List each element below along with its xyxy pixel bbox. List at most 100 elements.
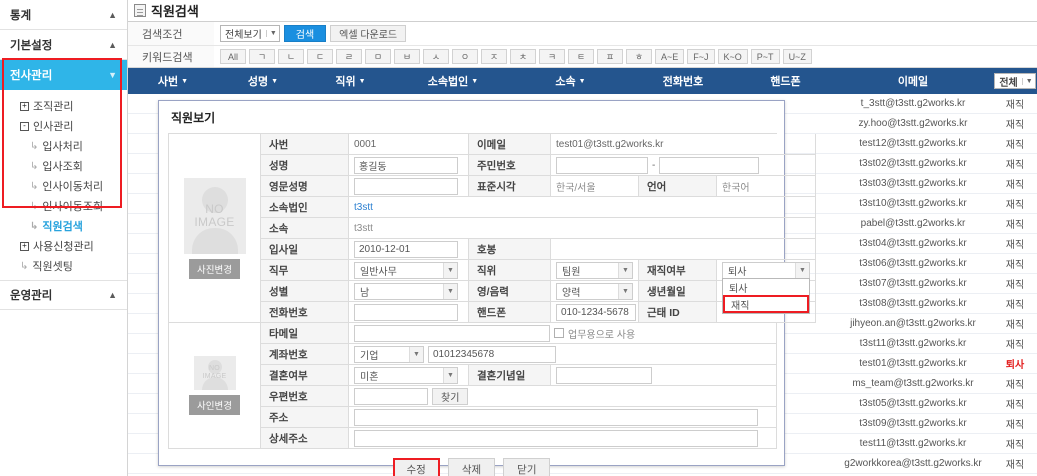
employment-status-select[interactable]: 퇴사 ▼ bbox=[722, 261, 810, 279]
keyword-button-[interactable]: ㅎ bbox=[626, 49, 652, 64]
signature-change-button[interactable]: 사인변경 bbox=[189, 395, 240, 415]
sidebar-section-statistics[interactable]: 통계 ▲ bbox=[0, 0, 127, 30]
employment-status-dropdown[interactable]: 퇴사 재직 bbox=[722, 278, 810, 314]
account-number-input[interactable] bbox=[428, 345, 556, 363]
cell-status: 재직 bbox=[1005, 380, 1025, 391]
keyword-button-[interactable]: ㅇ bbox=[452, 49, 478, 64]
form-row-address-detail: 상세주소 bbox=[261, 428, 777, 449]
bank-select[interactable]: 기업 ▼ bbox=[354, 345, 424, 363]
sidebar-section-operations[interactable]: 운영관리 ▲ bbox=[0, 280, 127, 310]
chevron-down-icon: ▼ bbox=[181, 77, 189, 85]
sidebar-item-transfer-process[interactable]: ↳ 인사이동처리 bbox=[0, 176, 127, 196]
sidebar-item-employee-search[interactable]: ↳ 직원검색 bbox=[0, 216, 127, 236]
sidebar-item-usage-request[interactable]: + 사용신청관리 bbox=[0, 236, 127, 256]
sidebar-item-organization[interactable]: + 조직관리 bbox=[0, 96, 127, 116]
anniversary-input[interactable] bbox=[556, 366, 652, 384]
keyword-button-[interactable]: ㄷ bbox=[307, 49, 333, 64]
calendar-type-select[interactable]: 양력 ▼ bbox=[556, 282, 633, 300]
value-corporation[interactable]: t3stt bbox=[354, 201, 373, 213]
ssn-first-input[interactable] bbox=[556, 156, 648, 174]
form-row-marriage: 결혼여부 미혼 ▼ 결혼기념일 bbox=[261, 365, 777, 386]
cell-email: zy.hoo@t3stt.g2works.kr bbox=[858, 118, 968, 129]
keyword-button-[interactable]: ㅈ bbox=[481, 49, 507, 64]
keyword-button-[interactable]: ㅂ bbox=[394, 49, 420, 64]
keyword-button-[interactable]: ㄴ bbox=[278, 49, 304, 64]
keyword-button-[interactable]: ㅅ bbox=[423, 49, 449, 64]
telephone-input[interactable] bbox=[354, 303, 458, 321]
othermail-input[interactable] bbox=[354, 324, 550, 342]
grid-col-empno[interactable]: 사번 ▼ bbox=[128, 73, 218, 89]
keyword-button-fj[interactable]: F~J bbox=[687, 49, 715, 64]
grid-col-corporation[interactable]: 소속법인 ▼ bbox=[393, 73, 513, 89]
keyword-button-ko[interactable]: K~O bbox=[717, 49, 748, 64]
keyword-button-[interactable]: ㄹ bbox=[336, 49, 362, 64]
expand-plus-icon[interactable]: + bbox=[20, 101, 29, 111]
cell-zipcode: 찾기 bbox=[349, 386, 777, 406]
cell-othermail: 업무용으로 사용 bbox=[349, 323, 777, 343]
search-button[interactable]: 검색 bbox=[283, 25, 327, 42]
keyword-button-[interactable]: ㅌ bbox=[568, 49, 594, 64]
cell-status: 재직 bbox=[1005, 420, 1025, 431]
ssn-second-input[interactable] bbox=[659, 156, 760, 174]
sidebar-item-employee-setting[interactable]: ↳ 직원셋팅 bbox=[0, 256, 127, 276]
employment-status-option-employed[interactable]: 재직 bbox=[723, 295, 809, 313]
label-telephone: 전화번호 bbox=[261, 302, 349, 322]
value-email: test01@t3stt.g2works.kr bbox=[551, 134, 816, 154]
marriage-select[interactable]: 미혼 ▼ bbox=[354, 366, 458, 384]
edit-button[interactable]: 수정 bbox=[392, 458, 440, 476]
grid-col-position[interactable]: 직위 ▼ bbox=[308, 73, 393, 89]
grid-col-name[interactable]: 성명 ▼ bbox=[218, 73, 308, 89]
form-row-telephone: 전화번호 핸드폰 근태 ID bbox=[261, 302, 816, 323]
value-timezone: 한국/서울 bbox=[551, 176, 639, 196]
sidebar-item-hr[interactable]: - 인사관리 bbox=[0, 116, 127, 136]
engname-input[interactable] bbox=[354, 177, 458, 195]
employment-status-option-retired[interactable]: 퇴사 bbox=[729, 283, 748, 295]
cell-email: t3st05@t3stt.g2works.kr bbox=[859, 398, 967, 409]
label-anniversary: 결혼기념일 bbox=[469, 365, 551, 385]
search-condition-select[interactable]: 전체보기 ▼ bbox=[220, 25, 280, 42]
name-input[interactable] bbox=[354, 156, 458, 174]
grid-col-department[interactable]: 소속 ▼ bbox=[513, 73, 628, 89]
photo-change-button[interactable]: 사진변경 bbox=[189, 258, 240, 279]
close-button[interactable]: 닫기 bbox=[503, 458, 551, 476]
position-select[interactable]: 팀원 ▼ bbox=[556, 261, 633, 279]
sidebar-item-hire-lookup[interactable]: ↳ 입사조회 bbox=[0, 156, 127, 176]
sidebar-section-basic-settings[interactable]: 기본설정 ▲ bbox=[0, 30, 127, 60]
grid-col-status[interactable]: 전체 ▼ bbox=[993, 73, 1037, 89]
table-row[interactable]: g2workkorea@t3stt.g2works.kr 재직 bbox=[128, 454, 1037, 474]
keyword-button-[interactable]: ㅋ bbox=[539, 49, 565, 64]
cell-ssn: - bbox=[551, 155, 816, 175]
job-select[interactable]: 일반사무 ▼ bbox=[354, 261, 458, 279]
keyword-button-[interactable]: ㄱ bbox=[249, 49, 275, 64]
collapse-minus-icon[interactable]: - bbox=[20, 121, 29, 131]
zipcode-find-button[interactable]: 찾기 bbox=[432, 387, 469, 405]
address-input[interactable] bbox=[354, 408, 758, 426]
grid-col-mobile: 핸드폰 bbox=[738, 73, 833, 89]
address-detail-input[interactable] bbox=[354, 429, 758, 447]
grid-col-label: 사번 bbox=[157, 76, 179, 88]
sidebar-section-label: 기본설정 bbox=[10, 39, 53, 52]
keyword-button-[interactable]: ㅊ bbox=[510, 49, 536, 64]
sidebar-item-transfer-lookup[interactable]: ↳ 인사이동조회 bbox=[0, 196, 127, 216]
keyword-button-[interactable]: ㅍ bbox=[597, 49, 623, 64]
keyword-button-pt[interactable]: P~T bbox=[750, 49, 780, 64]
sidebar-item-hire-process[interactable]: ↳ 입사처리 bbox=[0, 136, 127, 156]
keyword-button-ae[interactable]: A~E bbox=[655, 49, 685, 64]
status-filter-select[interactable]: 전체 ▼ bbox=[994, 73, 1036, 89]
sidebar-item-label: 인사이동조회 bbox=[42, 201, 104, 213]
delete-button[interactable]: 삭제 bbox=[447, 458, 496, 476]
photo-placeholder: NO IMAGE bbox=[183, 177, 246, 254]
excel-download-button[interactable]: 엑셀 다운로드 bbox=[330, 25, 407, 42]
mobile-input[interactable] bbox=[556, 303, 636, 321]
keyword-button-uz[interactable]: U~Z bbox=[782, 49, 812, 64]
zipcode-input[interactable] bbox=[354, 387, 428, 405]
modal-title: 직원보기 bbox=[171, 111, 216, 125]
keyword-button-all[interactable]: All bbox=[220, 49, 246, 64]
gender-select[interactable]: 남 ▼ bbox=[354, 282, 458, 300]
keyword-button-[interactable]: ㅁ bbox=[365, 49, 391, 64]
expand-plus-icon[interactable]: + bbox=[20, 241, 29, 251]
chevron-down-icon: ▼ bbox=[443, 283, 457, 299]
work-use-checkbox[interactable] bbox=[554, 328, 564, 338]
sidebar-section-company-management[interactable]: 전사관리 ▼ bbox=[0, 60, 127, 90]
hiredate-input[interactable] bbox=[354, 240, 458, 258]
